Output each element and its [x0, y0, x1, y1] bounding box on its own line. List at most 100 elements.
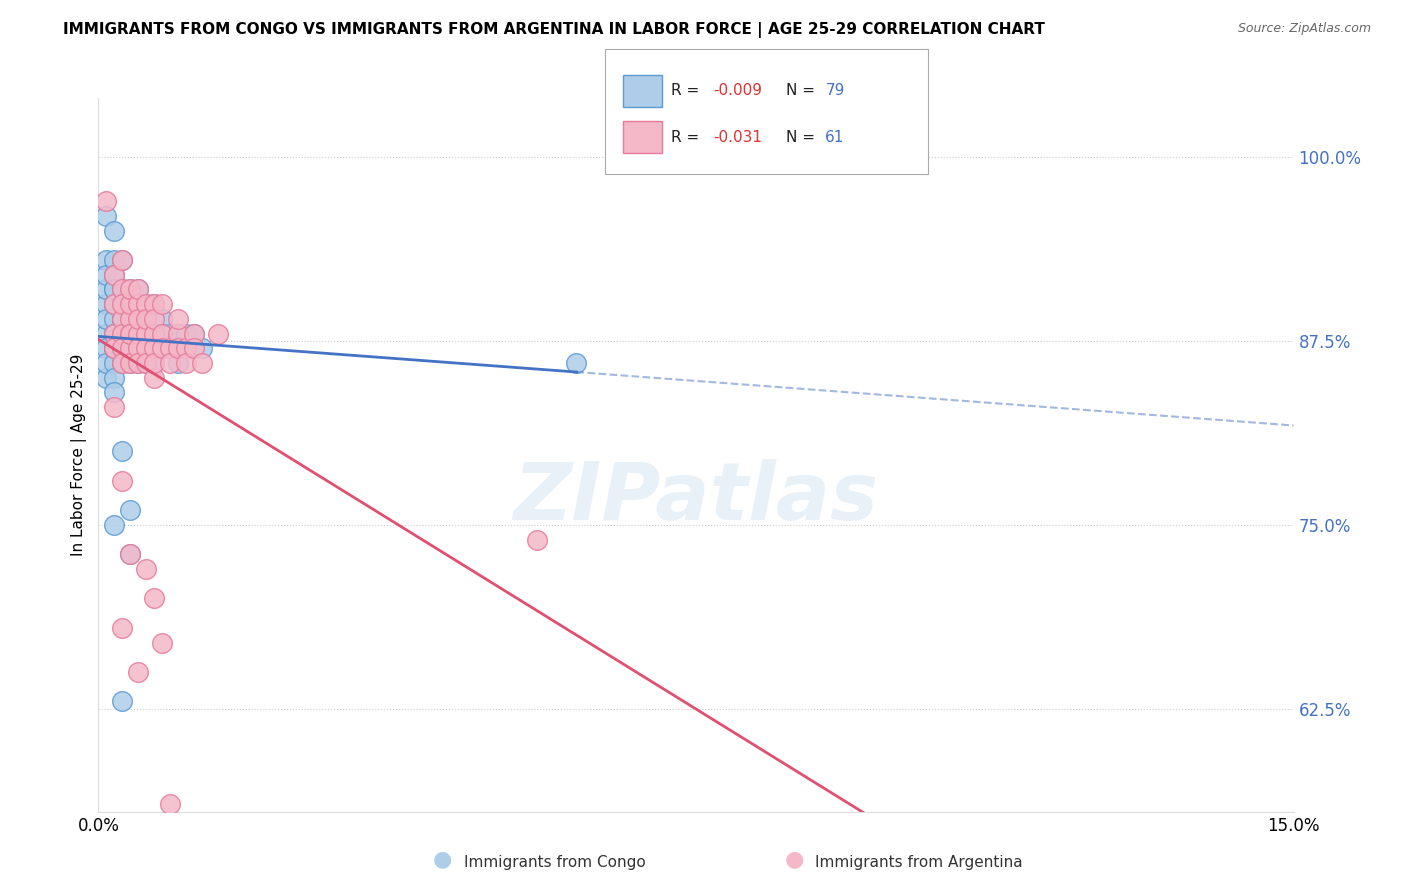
Point [135, 326, 157, 341]
Point [167, 341, 190, 355]
Point [111, 297, 134, 311]
Point [103, 385, 125, 400]
Text: ●: ● [785, 850, 804, 870]
Point [120, 297, 142, 311]
Point [135, 326, 157, 341]
Point [96, 209, 118, 223]
Point [120, 311, 142, 326]
Point [120, 341, 142, 355]
Point [150, 326, 173, 341]
Point [103, 517, 125, 532]
Text: R =: R = [671, 129, 704, 145]
Point [103, 326, 125, 341]
Point [111, 326, 134, 341]
Point [96, 356, 118, 370]
Text: -0.009: -0.009 [713, 83, 762, 98]
Point [127, 297, 149, 311]
Point [120, 326, 142, 341]
Point [120, 326, 142, 341]
Point [103, 311, 125, 326]
Point [120, 547, 142, 561]
Point [120, 311, 142, 326]
Point [111, 474, 134, 488]
Point [111, 356, 134, 370]
Point [120, 547, 142, 561]
Point [174, 341, 197, 355]
Point [191, 356, 214, 370]
Point [111, 282, 134, 296]
Point [103, 252, 125, 267]
Point [127, 311, 149, 326]
Point [103, 297, 125, 311]
Point [111, 311, 134, 326]
Point [150, 341, 173, 355]
Point [167, 326, 190, 341]
Point [135, 297, 157, 311]
Point [120, 341, 142, 355]
Point [127, 326, 149, 341]
Point [150, 635, 173, 649]
Point [167, 311, 190, 326]
Text: IMMIGRANTS FROM CONGO VS IMMIGRANTS FROM ARGENTINA IN LABOR FORCE | AGE 25-29 CO: IMMIGRANTS FROM CONGO VS IMMIGRANTS FROM… [63, 22, 1045, 38]
Point [111, 326, 134, 341]
Point [103, 341, 125, 355]
Point [143, 326, 166, 341]
Point [143, 297, 166, 311]
Point [135, 311, 157, 326]
Text: Source: ZipAtlas.com: Source: ZipAtlas.com [1237, 22, 1371, 36]
Text: 61: 61 [825, 129, 845, 145]
Text: R =: R = [671, 83, 704, 98]
Point [120, 282, 142, 296]
Point [120, 326, 142, 341]
Point [120, 356, 142, 370]
Point [103, 282, 125, 296]
Point [111, 694, 134, 708]
Point [143, 591, 166, 606]
Text: Immigrants from Congo: Immigrants from Congo [464, 855, 645, 870]
Text: ●: ● [433, 850, 453, 870]
Point [127, 326, 149, 341]
Point [111, 311, 134, 326]
Point [96, 252, 118, 267]
Point [135, 341, 157, 355]
Point [103, 400, 125, 414]
Point [159, 341, 181, 355]
Point [183, 326, 205, 341]
Point [120, 297, 142, 311]
Point [150, 297, 173, 311]
Text: N =: N = [786, 83, 820, 98]
Point [143, 341, 166, 355]
Point [127, 341, 149, 355]
Point [120, 282, 142, 296]
Point [150, 311, 173, 326]
Point [96, 282, 118, 296]
Point [183, 326, 205, 341]
Point [167, 341, 190, 355]
Point [135, 562, 157, 576]
Point [103, 223, 125, 237]
Text: 79: 79 [825, 83, 845, 98]
Point [127, 356, 149, 370]
Point [127, 282, 149, 296]
Point [96, 341, 118, 355]
Point [103, 268, 125, 282]
Point [127, 341, 149, 355]
Text: ZIPatlas: ZIPatlas [513, 458, 879, 537]
Point [103, 282, 125, 296]
Point [143, 326, 166, 341]
Point [159, 341, 181, 355]
Point [127, 311, 149, 326]
Point [111, 341, 134, 355]
Point [103, 370, 125, 384]
Y-axis label: In Labor Force | Age 25-29: In Labor Force | Age 25-29 [72, 354, 87, 556]
Point [159, 356, 181, 370]
Point [135, 297, 157, 311]
Point [804, 827, 827, 841]
Point [103, 341, 125, 355]
Point [143, 297, 166, 311]
Point [111, 326, 134, 341]
Point [111, 444, 134, 458]
Point [143, 341, 166, 355]
Point [103, 268, 125, 282]
Point [167, 326, 190, 341]
